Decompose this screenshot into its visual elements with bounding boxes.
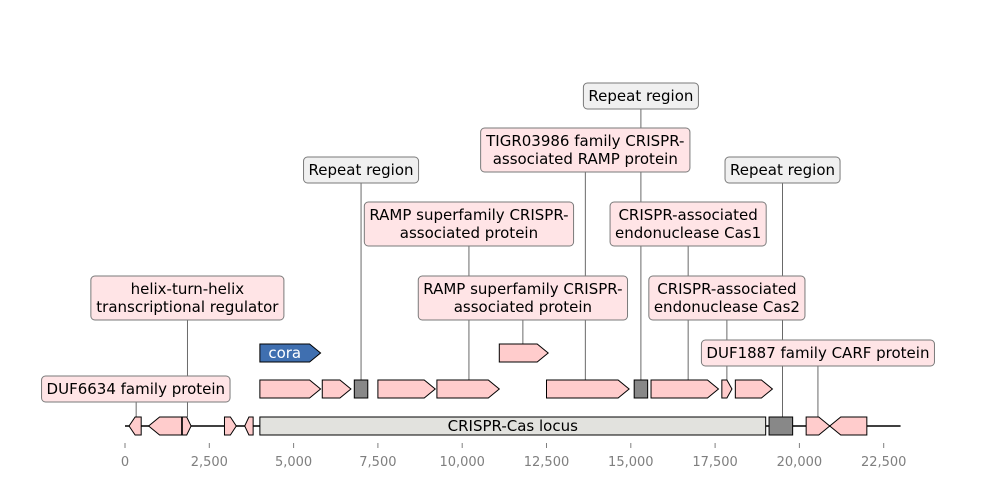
repeat-block-f15 (633, 379, 649, 399)
label-box (363, 201, 575, 247)
locus-box (259, 416, 767, 436)
label-box (90, 275, 285, 321)
gene-label-3: RAMP superfamily CRISPR-associated prote… (363, 201, 575, 247)
label-box (700, 339, 935, 367)
repeat-region-label-6: Repeat region (582, 82, 699, 110)
gene-label-4: RAMP superfamily CRISPR-associated prote… (417, 275, 629, 321)
label-text: helix-turn-helix transcriptional regulato… (96, 280, 279, 316)
label-text: Repeat region (588, 87, 693, 105)
gene-arrow-f3 (181, 416, 192, 436)
gene-arrow-f9 (259, 379, 322, 399)
gene-arrow-f18 (734, 379, 774, 399)
gene-arrow-f19 (259, 343, 322, 363)
label-text: Repeat region (730, 161, 835, 179)
label-text: DUF6634 family protein (47, 380, 225, 398)
tick-label-7: 17,500 (692, 455, 738, 470)
repeat-region-label-9: Repeat region (724, 156, 841, 184)
gene-arrow-f17 (721, 379, 733, 399)
label-box (41, 375, 231, 403)
locus-label: CRISPR-Cas locus (448, 417, 578, 435)
feature-labels: DUF6634 family protein helix-turn-helix tr… (41, 82, 935, 403)
gene-arrow-f12 (377, 379, 437, 399)
label-text: TIGR03986 family CRISPR-associated RAMP … (485, 132, 684, 168)
tick-label-9: 22,500 (861, 455, 907, 470)
tick-label-0: 0 (121, 455, 129, 470)
gene-label-7: CRISPR-associated endonuclease Cas1 (609, 201, 767, 247)
gene-arrow-f1 (128, 416, 142, 436)
tick-label-5: 12,500 (524, 455, 570, 470)
label-box (724, 156, 841, 184)
label-box (480, 127, 691, 173)
label-box (582, 82, 699, 110)
gene-arrow-f13 (436, 379, 501, 399)
gene-arrow-f4 (223, 416, 237, 436)
repeat-region-label-2: Repeat region (303, 156, 420, 184)
label-box (303, 156, 420, 184)
label-box (648, 275, 806, 321)
feature-tracks: cora (128, 343, 868, 436)
gene-arrow-f8 (828, 416, 868, 436)
tick-label-6: 15,000 (608, 455, 654, 470)
gene-arrow-f16 (650, 379, 720, 399)
gene-arrow-f7 (805, 416, 831, 436)
gene-arrow-f10 (321, 379, 352, 399)
label-text: Repeat region (309, 161, 414, 179)
gene-label-8: CRISPR-associated endonuclease Cas2 (648, 275, 806, 321)
crispr-cas-locus: CRISPR-Cas locus (259, 416, 767, 436)
label-box (609, 201, 767, 247)
tick-label-8: 20,000 (777, 455, 823, 470)
gene-arrow-f5 (244, 416, 254, 436)
tick-label-4: 10,000 (439, 455, 485, 470)
gene-label-5: TIGR03986 family CRISPR-associated RAMP … (480, 127, 691, 173)
label-text: RAMP superfamily CRISPR-associated prote… (369, 206, 568, 242)
tick-label-1: 2,500 (191, 455, 228, 470)
gene-arrow-f14 (546, 379, 630, 399)
label-text: CRISPR-associated endonuclease Cas1 (615, 206, 761, 242)
tick-label-3: 7,500 (359, 455, 396, 470)
tick-label-2: 5,000 (275, 455, 312, 470)
repeat-block-f6 (768, 416, 794, 436)
label-text: DUF1887 family CARF protein (706, 344, 929, 362)
gene-label-0: DUF6634 family protein (41, 375, 231, 403)
label-text: RAMP superfamily CRISPR-associated prote… (423, 280, 622, 316)
label-text: CRISPR-associated endonuclease Cas2 (654, 280, 800, 316)
x-axis: 0 2,500 5,000 7,500 10,000 12,500 15,000 17,500… (121, 443, 907, 470)
gene-label-1: helix-turn-helix transcriptional regulato… (90, 275, 285, 321)
repeat-block-f11 (353, 379, 369, 399)
gene-arrow-f20 (498, 343, 549, 363)
cora-label: cora (268, 344, 301, 362)
label-leader-lines (135, 96, 819, 417)
gene-label-10: DUF1887 family CARF protein (700, 339, 935, 367)
gene-arrow-f2 (147, 416, 183, 436)
label-box (417, 275, 629, 321)
